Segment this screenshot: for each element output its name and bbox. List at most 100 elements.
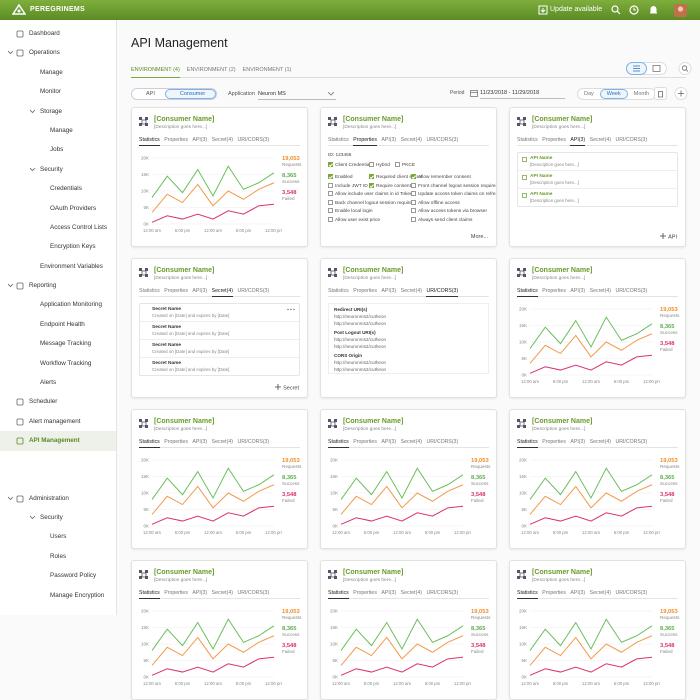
property-option[interactable]: Enabled (328, 174, 353, 180)
card-tab[interactable]: Properties (353, 288, 377, 294)
property-option[interactable]: Require consent (369, 182, 411, 189)
property-option[interactable]: Front channel logout session required (411, 182, 496, 189)
grant-option[interactable]: PKCE (395, 162, 415, 168)
card-tab[interactable]: API(3) (381, 288, 397, 294)
nav-item[interactable]: Scheduler (0, 392, 116, 411)
card-tab[interactable]: Properties (164, 590, 188, 596)
card-tab[interactable]: Statistics (139, 590, 160, 599)
card-tab[interactable]: Properties (164, 439, 188, 445)
range-option[interactable]: Week (599, 89, 628, 99)
nav-item[interactable]: Roles (0, 547, 116, 566)
card-tab[interactable]: Secret(4) (589, 590, 611, 596)
nav-item[interactable]: Environment Variables (0, 257, 116, 276)
environment-tab[interactable]: ENVIRONMENT (1) (242, 67, 292, 73)
property-option[interactable]: Enable local login (328, 208, 373, 214)
card-tab[interactable]: API(3) (381, 590, 397, 596)
environment-tab[interactable]: ENVIRONMENT (4) (131, 66, 180, 78)
card-tab[interactable]: URI/CORS(3) (237, 137, 270, 143)
card-tab[interactable]: URI/CORS(3) (237, 288, 270, 294)
grant-option[interactable]: Client Credentials (328, 162, 373, 168)
nav-item[interactable]: Dashboard (0, 24, 116, 43)
nav-item[interactable]: Reporting (0, 276, 116, 295)
nav-item[interactable]: Alert management (0, 412, 116, 431)
view-controls[interactable] (626, 62, 694, 76)
card-tab[interactable]: Properties (542, 288, 566, 294)
card-tab[interactable]: Properties (164, 288, 188, 294)
period-input[interactable]: 11/23/2018 - 11/29/2018 (480, 90, 565, 99)
property-option[interactable]: Allow access tokens via browser (411, 208, 487, 214)
card-tab[interactable]: Properties (353, 439, 377, 445)
type-option[interactable]: Consumer (164, 89, 217, 99)
card-tab[interactable]: Properties (542, 439, 566, 445)
card-tab[interactable]: Secret(4) (589, 288, 611, 294)
property-option[interactable]: Include JWT ID (328, 182, 368, 189)
nav-item[interactable]: Application Monitoring (0, 295, 116, 314)
property-option[interactable]: Always send client claims (411, 217, 472, 223)
card-tab[interactable]: Statistics (517, 439, 538, 448)
add-button[interactable]: Secret (275, 383, 299, 391)
type-option[interactable]: API (146, 91, 155, 97)
property-option[interactable]: Back channel logout session required (328, 199, 415, 206)
card-tab[interactable]: URI/CORS(3) (237, 439, 270, 445)
range-option[interactable]: Month (633, 91, 650, 97)
card-tab[interactable]: API(3) (570, 137, 586, 146)
range-option[interactable]: Day (584, 91, 594, 97)
card-tab[interactable]: API(3) (381, 137, 397, 143)
card-tab[interactable]: API(3) (192, 288, 208, 294)
card-tab[interactable]: Statistics (139, 439, 160, 448)
card-tab[interactable]: API(3) (570, 590, 586, 596)
card-tab[interactable]: URI/CORS(3) (426, 288, 459, 297)
property-option[interactable]: Allow include user claims in id Token (328, 191, 413, 197)
nav-item[interactable]: Security (0, 160, 116, 179)
card-tab[interactable]: URI/CORS(3) (615, 590, 648, 596)
property-option[interactable]: Allow user exist price (328, 217, 380, 223)
card-tab[interactable]: Secret(4) (400, 288, 422, 294)
grant-option[interactable]: Hybrid (369, 162, 390, 168)
card-tab[interactable]: Secret(4) (589, 439, 611, 445)
card-tab[interactable]: API(3) (570, 288, 586, 294)
nav-item[interactable]: Workflow Tracking (0, 354, 116, 373)
card-tab[interactable]: Properties (164, 137, 188, 143)
card-tab[interactable]: Secret(4) (400, 590, 422, 596)
card-tab[interactable]: URI/CORS(3) (426, 439, 459, 445)
environment-tab[interactable]: ENVIRONMENT (2) (186, 67, 236, 73)
header-icons[interactable] (610, 4, 690, 17)
card-tab[interactable]: URI/CORS(3) (615, 137, 648, 143)
nav-item[interactable]: Access Control Lists (0, 218, 116, 237)
nav-item[interactable]: Manage Encryption (0, 586, 116, 605)
card-tab[interactable]: Properties (542, 137, 566, 143)
update-link[interactable]: Update available (550, 6, 603, 13)
card-tab[interactable]: Statistics (139, 137, 160, 146)
nav-item[interactable]: Administration (0, 489, 116, 508)
property-option[interactable]: Required client secret (369, 174, 422, 180)
nav-item[interactable]: Users (0, 527, 116, 546)
property-option[interactable]: Allow offline access (411, 199, 460, 206)
nav-item[interactable]: Endpoint Health (0, 315, 116, 334)
property-option[interactable]: Update access token claims on refresh (411, 191, 496, 197)
card-tab[interactable]: Properties (353, 590, 377, 596)
card-tab[interactable]: Statistics (517, 137, 538, 143)
card-tab[interactable]: Secret(4) (400, 137, 422, 143)
nav-item[interactable]: Credentials (0, 179, 116, 198)
card-tab[interactable]: API(3) (192, 590, 208, 596)
card-tab[interactable]: Statistics (328, 590, 349, 599)
card-tab[interactable]: API(3) (192, 137, 208, 143)
card-tab[interactable]: API(3) (192, 439, 208, 445)
card-tab[interactable]: Statistics (517, 590, 538, 599)
card-tab[interactable]: Secret(4) (400, 439, 422, 445)
card-tab[interactable]: API(3) (570, 439, 586, 445)
card-tab[interactable]: Secret(4) (211, 590, 233, 596)
nav-item[interactable]: OAuth Providers (0, 199, 116, 218)
card-tab[interactable]: Properties (353, 137, 377, 146)
card-tab[interactable]: Secret(4) (589, 137, 611, 143)
nav-item[interactable]: Encryption Keys (0, 237, 116, 256)
nav-item[interactable]: Security (0, 508, 116, 527)
card-tab[interactable]: Secret(4) (211, 288, 233, 297)
nav-item[interactable]: Alerts (0, 373, 116, 392)
card-tab[interactable]: URI/CORS(3) (426, 137, 459, 143)
card-tab[interactable]: Statistics (328, 288, 349, 294)
card-tab[interactable]: API(3) (381, 439, 397, 445)
more-link[interactable]: More... (470, 234, 488, 240)
card-tab[interactable]: Secret(4) (211, 137, 233, 143)
card-tab[interactable]: Properties (542, 590, 566, 596)
